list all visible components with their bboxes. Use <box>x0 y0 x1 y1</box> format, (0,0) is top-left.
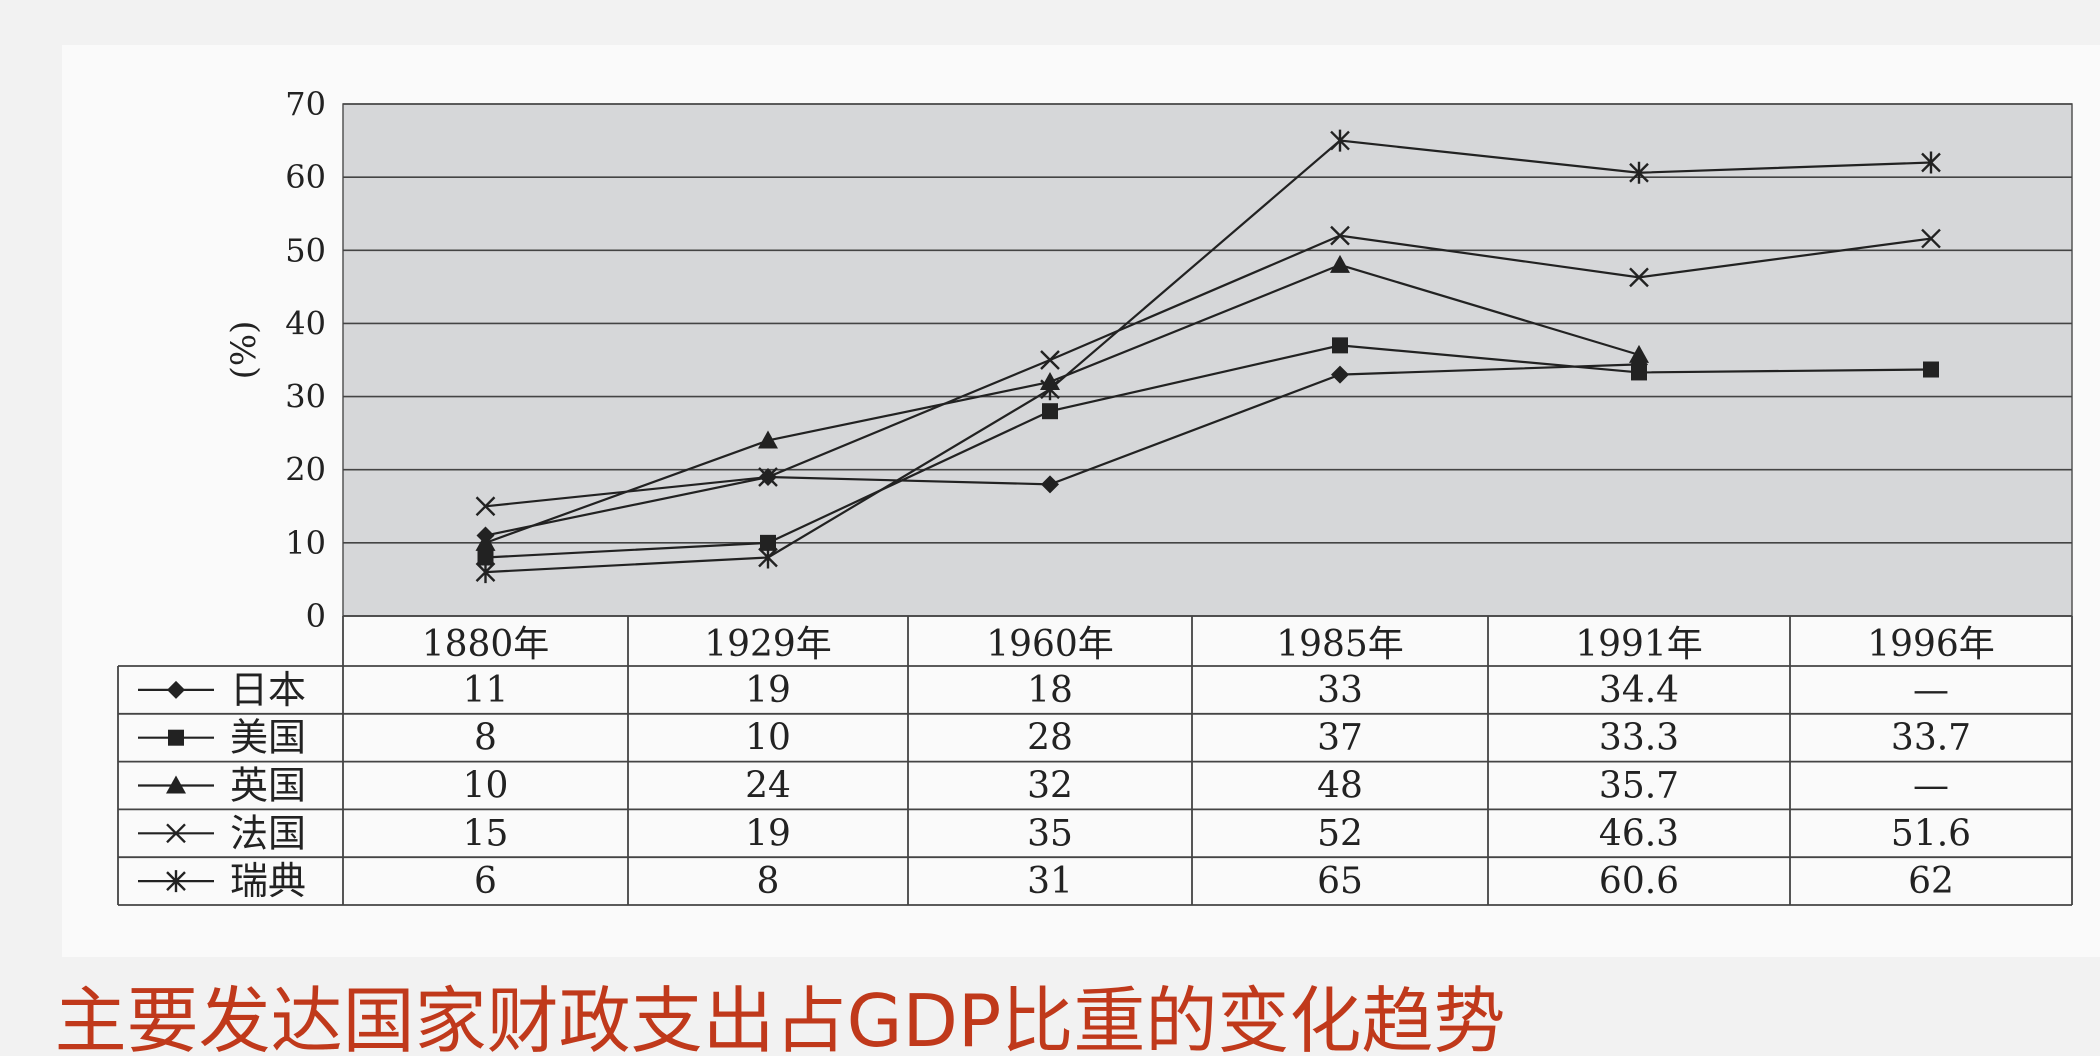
data-point-star <box>166 870 186 893</box>
y-tick-label: 40 <box>285 304 326 342</box>
table-cell-value: 10 <box>463 766 509 807</box>
table-cell-value: 33 <box>1317 670 1363 711</box>
data-point-x <box>1921 228 1941 249</box>
data-point-square <box>760 534 776 551</box>
legend-series-name: 法国 <box>230 811 306 855</box>
table-cell-value: — <box>1913 766 1949 807</box>
x-tick-label: 1960年 <box>986 624 1114 665</box>
data-point-triangle <box>475 532 496 551</box>
legend-series-name: 美国 <box>230 716 306 760</box>
data-point-triangle <box>166 775 186 794</box>
y-axis-label: (%) <box>224 321 264 380</box>
table-cell-value: 46.3 <box>1599 813 1679 854</box>
data-point-square <box>1332 337 1348 354</box>
table-cell-value: 33.7 <box>1891 718 1971 759</box>
table-cell-value: 8 <box>474 718 497 759</box>
table-cell-value: 10 <box>745 718 791 759</box>
table-cell-value: 65 <box>1317 861 1363 902</box>
data-point-triangle <box>1629 344 1649 363</box>
table-cell-value: 33.3 <box>1599 718 1679 759</box>
x-tick-label: 1880年 <box>422 624 550 665</box>
table-cell-value: 37 <box>1317 718 1363 759</box>
table-cell-value: 31 <box>1027 861 1073 902</box>
data-point-square <box>1631 364 1647 381</box>
data-point-diamond <box>1331 365 1349 384</box>
series-line-5 <box>485 139 1932 574</box>
plot-area <box>342 103 2073 617</box>
gridlines <box>343 103 2072 544</box>
table-cell-value: 15 <box>463 813 509 854</box>
legend-series-name: 日本 <box>230 668 306 712</box>
y-tick-label: 30 <box>285 378 326 416</box>
table-cell-value: 28 <box>1027 718 1073 759</box>
data-point-star <box>758 546 778 569</box>
data-point-diamond <box>1041 475 1059 494</box>
data-point-star <box>1629 161 1649 184</box>
table-cell-value: 19 <box>745 813 791 854</box>
series-line-4 <box>485 234 1932 508</box>
series-markers <box>475 129 1941 584</box>
data-point-square <box>477 549 494 566</box>
data-point-x <box>166 823 186 844</box>
table-cell-value: 35 <box>1027 813 1073 854</box>
data-point-square <box>1923 361 1939 378</box>
data-point-diamond <box>167 680 185 699</box>
table-cell-value: — <box>1913 670 1949 711</box>
table-cell-value: 51.6 <box>1891 813 1971 854</box>
chart-title: 主要发达国家财政支出占GDP比重的变化趋势 <box>55 979 1506 1056</box>
table-cell-value: 32 <box>1027 766 1073 807</box>
data-point-star <box>1040 378 1060 401</box>
table-cell-value: 11 <box>463 670 509 711</box>
y-tick-label: 60 <box>285 158 326 196</box>
table-cell-value: 18 <box>1027 670 1073 711</box>
legend-series-name: 英国 <box>230 764 306 808</box>
table-cell-value: 19 <box>745 670 791 711</box>
data-point-star <box>1330 129 1350 152</box>
data-point-x <box>1040 350 1060 370</box>
data-point-triangle <box>758 430 778 449</box>
data-point-square <box>168 729 184 746</box>
table-cell-value: 24 <box>745 766 791 807</box>
y-tick-label: 70 <box>285 85 326 123</box>
y-tick-label: 20 <box>285 451 326 489</box>
table-cell-value: 60.6 <box>1599 861 1679 902</box>
data-point-star <box>1921 151 1941 174</box>
table-cell-value: 48 <box>1317 766 1363 807</box>
table-cell-value: 35.7 <box>1599 766 1679 807</box>
y-axis: 0 10 20 30 40 50 60 70 <box>285 85 326 635</box>
data-point-star <box>475 561 496 584</box>
data-point-x <box>758 467 778 487</box>
x-tick-label: 1996年 <box>1867 624 1995 665</box>
x-tick-label: 1985年 <box>1276 624 1404 665</box>
table-cell-value: 34.4 <box>1599 670 1679 711</box>
data-point-x <box>475 496 496 517</box>
table-cell-value: 8 <box>757 861 780 902</box>
data-point-square <box>1042 403 1058 420</box>
series-line-2 <box>485 344 1932 559</box>
table-cell-value: 52 <box>1317 813 1363 854</box>
y-tick-label: 0 <box>306 597 326 635</box>
table-cell-value: 62 <box>1908 861 1954 902</box>
x-tick-label: 1929年 <box>704 624 832 665</box>
y-tick-label: 50 <box>285 231 326 269</box>
data-point-x <box>1629 267 1649 288</box>
legend-series-name: 瑞典 <box>230 859 306 903</box>
data-point-x <box>1330 225 1350 246</box>
y-tick-label: 10 <box>285 524 326 562</box>
data-point-triangle <box>1330 254 1350 273</box>
table-cell-value: 6 <box>474 861 497 902</box>
x-tick-label: 1991年 <box>1575 624 1703 665</box>
